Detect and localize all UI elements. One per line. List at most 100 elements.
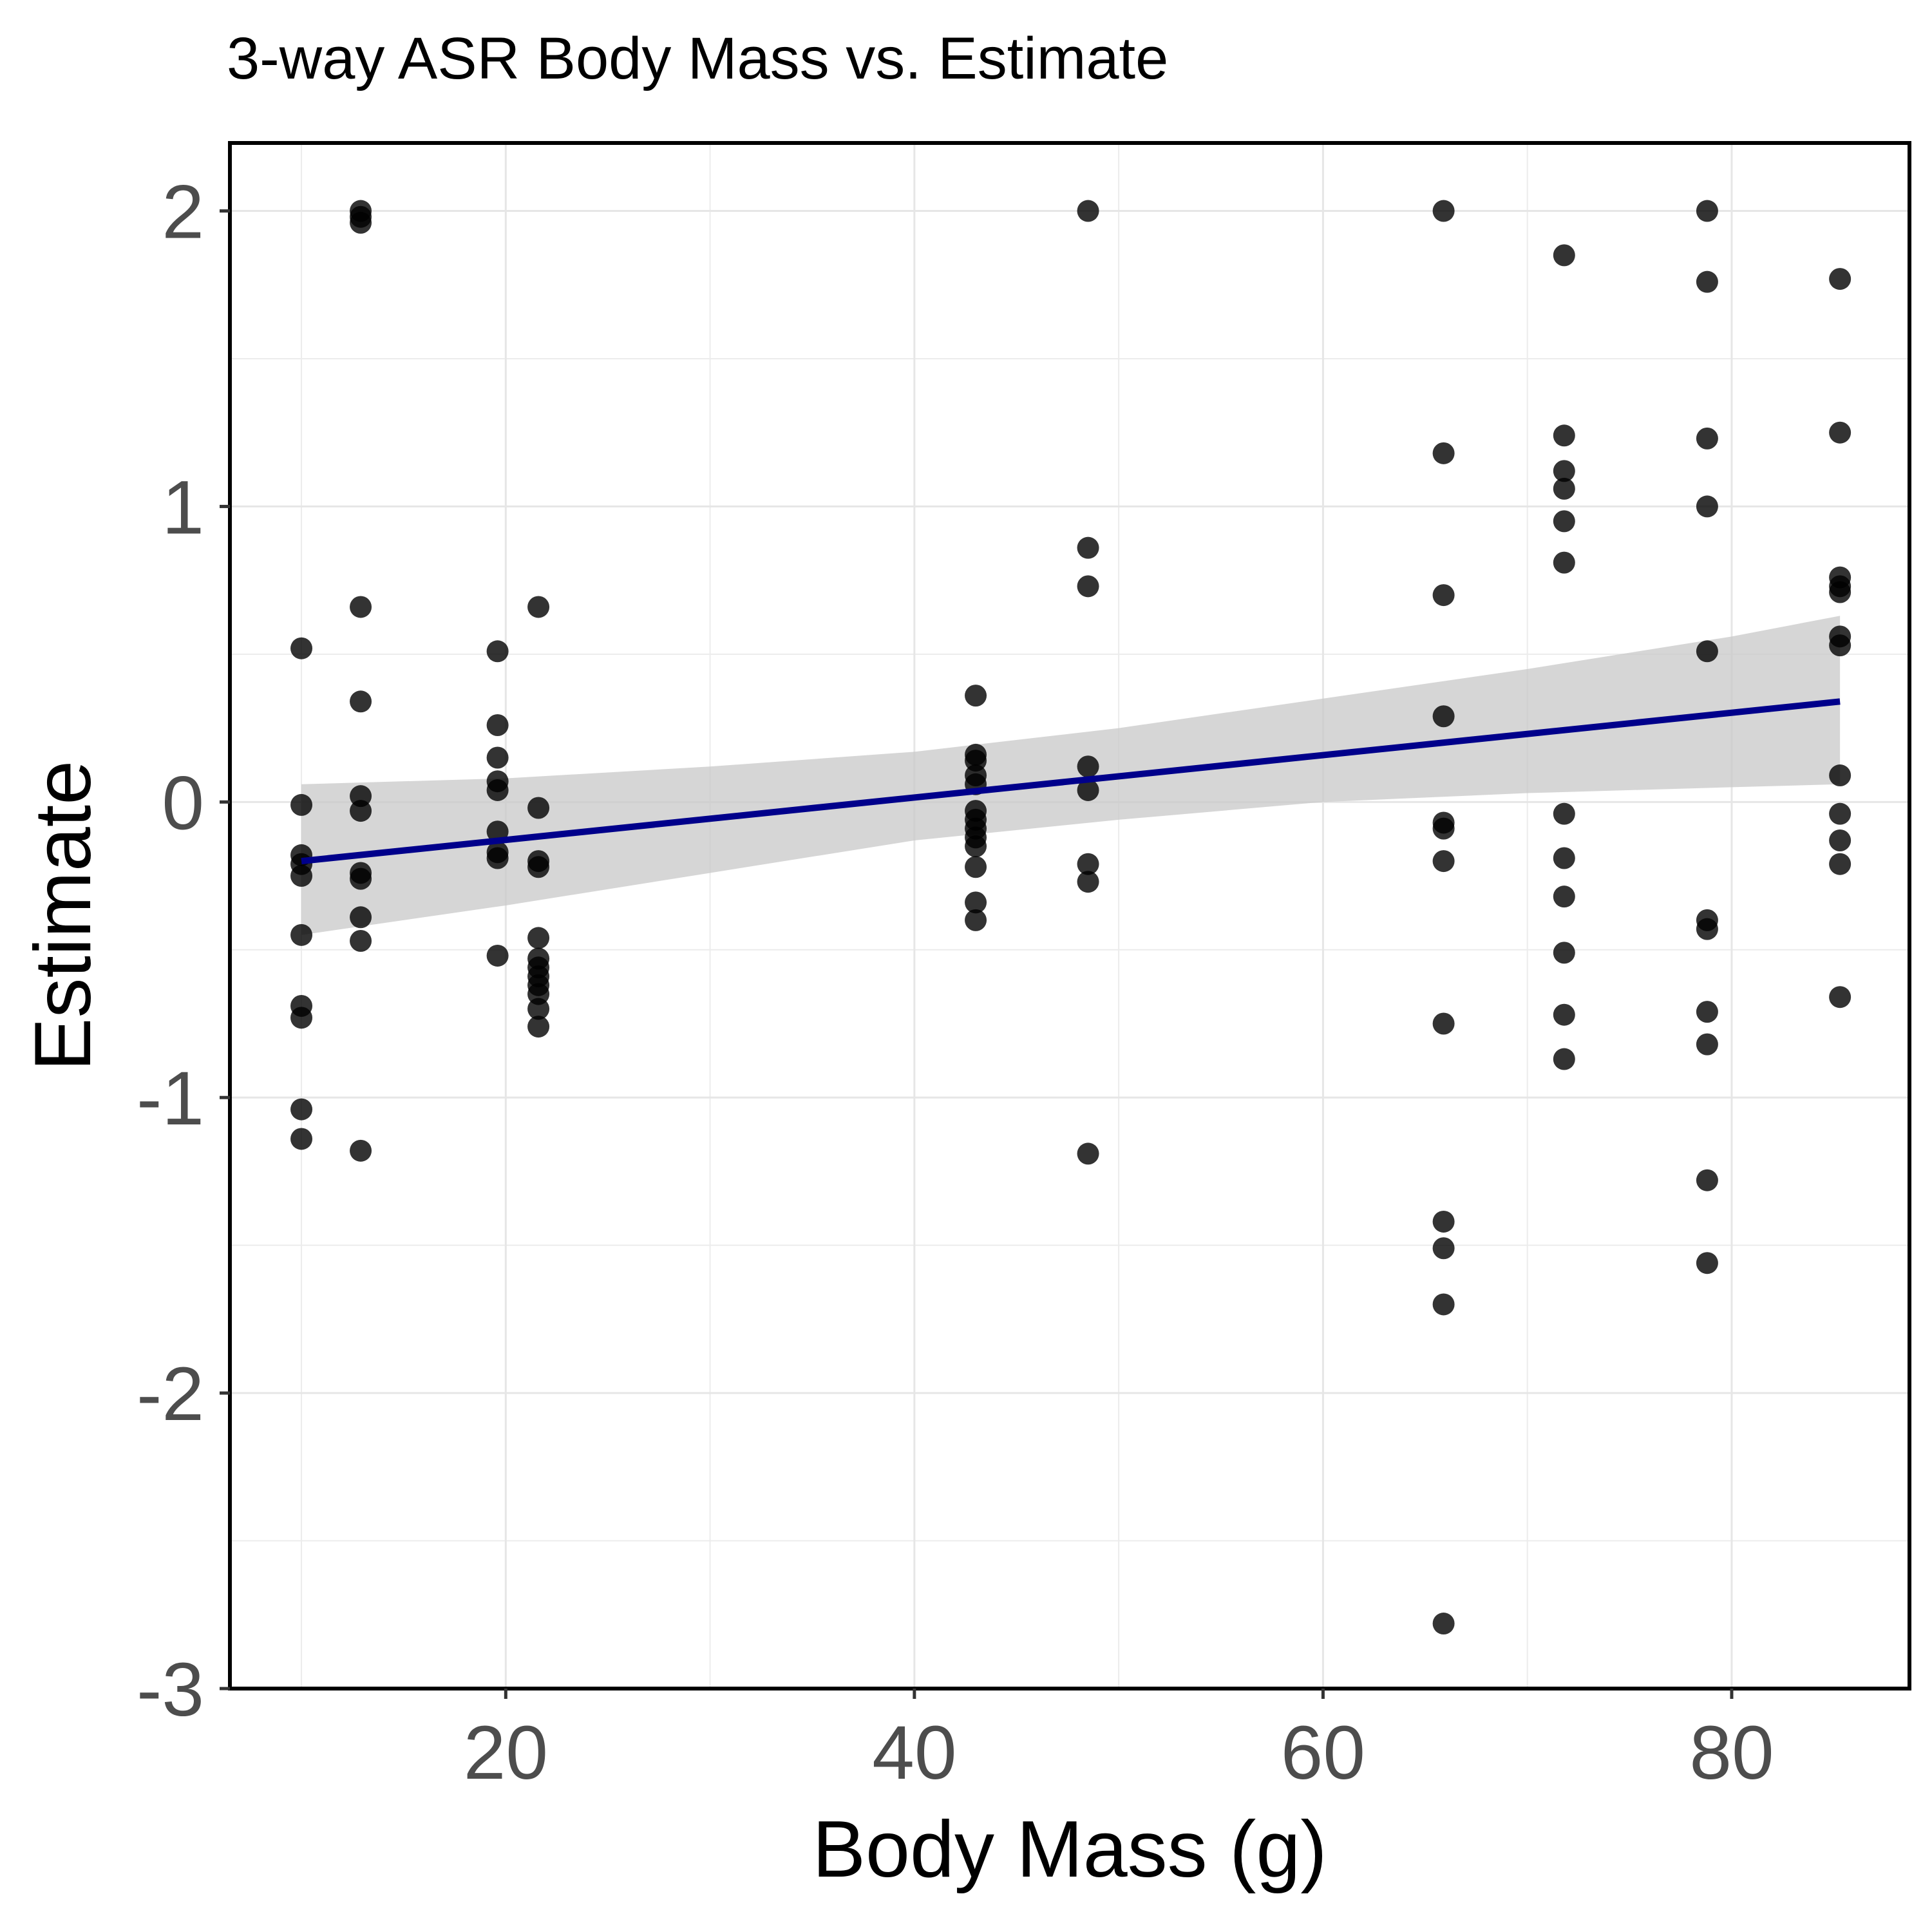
data-point: [1696, 1252, 1718, 1274]
y-tick-label: -3: [137, 1647, 204, 1732]
data-point: [1696, 918, 1718, 940]
data-point: [965, 685, 987, 707]
data-point: [1432, 850, 1455, 873]
data-point: [1077, 200, 1099, 222]
plot-background: [230, 143, 1909, 1689]
data-point: [527, 596, 550, 618]
data-point: [290, 865, 313, 887]
data-point: [1696, 1033, 1718, 1056]
confidence-band: [301, 616, 1841, 935]
data-point: [527, 856, 550, 878]
data-point: [1829, 853, 1852, 875]
y-tick-label: 0: [162, 761, 204, 846]
data-point: [1696, 270, 1718, 293]
data-point: [290, 1098, 313, 1121]
data-point: [527, 1016, 550, 1038]
data-point: [1553, 886, 1575, 908]
data-point: [1553, 1048, 1575, 1070]
data-points: [290, 200, 1852, 1635]
data-point: [1829, 802, 1852, 825]
data-point: [1553, 460, 1575, 482]
data-point: [1077, 853, 1099, 875]
x-tick-label: 60: [1281, 1710, 1365, 1795]
data-point: [1432, 1293, 1455, 1316]
data-point: [1829, 829, 1852, 851]
data-point: [1553, 477, 1575, 500]
data-point: [486, 746, 509, 769]
data-point: [290, 923, 313, 946]
data-point: [1432, 1237, 1455, 1260]
data-point: [486, 640, 509, 663]
data-point: [486, 714, 509, 737]
y-tick-label: -1: [137, 1056, 204, 1141]
x-tick-label: 20: [464, 1710, 548, 1795]
data-point: [1553, 510, 1575, 533]
fit-line: [301, 698, 1841, 865]
grid-minor: [230, 143, 1909, 1689]
plot-panel-border: [228, 141, 1911, 1690]
data-point: [486, 779, 509, 801]
x-axis-ticks: 20 40 60 80: [464, 1689, 1774, 1795]
y-tick-label: 1: [162, 465, 204, 550]
data-point: [965, 856, 987, 878]
data-point: [290, 637, 313, 659]
data-point: [1553, 244, 1575, 267]
data-point: [1829, 268, 1852, 290]
data-point: [350, 211, 372, 234]
data-point: [1553, 1003, 1575, 1026]
data-point: [1696, 427, 1718, 450]
x-tick-label: 40: [872, 1710, 956, 1795]
data-point: [1432, 200, 1455, 222]
data-point: [290, 793, 313, 816]
data-point: [1696, 200, 1718, 222]
chart-title: 3-way ASR Body Mass vs. Estimate: [227, 26, 1168, 91]
data-point: [1553, 551, 1575, 574]
data-point: [1432, 442, 1455, 464]
y-tick-label: 2: [162, 170, 204, 255]
data-point: [1696, 1001, 1718, 1023]
data-point: [965, 909, 987, 931]
data-point: [1432, 817, 1455, 840]
data-point: [1077, 1142, 1099, 1165]
data-point: [1696, 1169, 1718, 1191]
data-point: [527, 998, 550, 1020]
data-point: [350, 906, 372, 929]
data-point: [1077, 779, 1099, 801]
regression-line: [301, 698, 1841, 865]
data-point: [1829, 986, 1852, 1009]
data-point: [1553, 847, 1575, 869]
y-axis-title: Estimate: [19, 761, 108, 1071]
data-point: [1553, 424, 1575, 447]
data-point: [1829, 421, 1852, 444]
data-point: [1829, 581, 1852, 603]
data-point: [1077, 575, 1099, 598]
data-point: [350, 800, 372, 822]
data-point: [965, 835, 987, 858]
data-point: [486, 847, 509, 869]
data-point: [1077, 536, 1099, 559]
data-point: [527, 797, 550, 819]
x-axis-title: Body Mass (g): [812, 1805, 1327, 1894]
data-point: [965, 891, 987, 914]
data-point: [1432, 705, 1455, 728]
data-point: [290, 1007, 313, 1029]
data-point: [486, 944, 509, 967]
data-point: [1432, 584, 1455, 607]
data-point: [290, 1128, 313, 1150]
data-point: [350, 1139, 372, 1162]
x-tick-label: 80: [1689, 1710, 1774, 1795]
data-point: [1432, 1210, 1455, 1233]
data-point: [350, 930, 372, 952]
data-point: [1432, 1613, 1455, 1635]
data-point: [1829, 764, 1852, 787]
data-point: [350, 867, 372, 890]
data-point: [1077, 871, 1099, 893]
data-point: [1696, 495, 1718, 518]
data-point: [1829, 634, 1852, 657]
data-point: [527, 927, 550, 949]
y-axis-ticks: -3 -2 -1 0 1 2: [137, 170, 230, 1732]
y-tick-label: -2: [137, 1352, 204, 1437]
data-point: [1553, 802, 1575, 825]
data-point: [1432, 1012, 1455, 1035]
